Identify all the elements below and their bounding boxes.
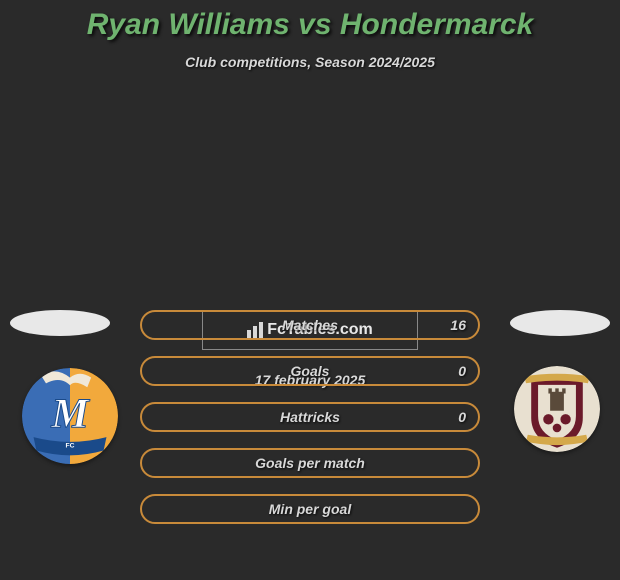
svg-text:M: M <box>50 391 90 438</box>
stat-label: Goals <box>291 363 330 379</box>
stat-row-matches: Matches 16 <box>140 310 480 340</box>
club-crest-left-icon: M FC <box>22 368 118 464</box>
stat-label: Goals per match <box>255 455 365 471</box>
svg-text:FC: FC <box>66 443 75 450</box>
player-right-photo-placeholder <box>510 310 610 336</box>
stat-row-goals: Goals 0 <box>140 356 480 386</box>
comparison-content: M FC Matches 16 Goals <box>0 310 620 388</box>
stat-row-min-per-goal: Min per goal <box>140 494 480 524</box>
stat-value-right: 16 <box>450 317 466 333</box>
subtitle: Club competitions, Season 2024/2025 <box>0 54 620 70</box>
stat-value-right: 0 <box>458 363 466 379</box>
stat-label: Hattricks <box>280 409 340 425</box>
stat-row-hattricks: Hattricks 0 <box>140 402 480 432</box>
stat-row-goals-per-match: Goals per match <box>140 448 480 478</box>
stats-table: Matches 16 Goals 0 Hattricks 0 Goals per… <box>140 310 480 540</box>
stat-label: Min per goal <box>269 501 351 517</box>
stat-value-right: 0 <box>458 409 466 425</box>
stat-label: Matches <box>282 317 338 333</box>
player-left-photo-placeholder <box>10 310 110 336</box>
club-crest-right-icon <box>514 366 600 452</box>
page-title: Ryan Williams vs Hondermarck <box>0 8 620 42</box>
